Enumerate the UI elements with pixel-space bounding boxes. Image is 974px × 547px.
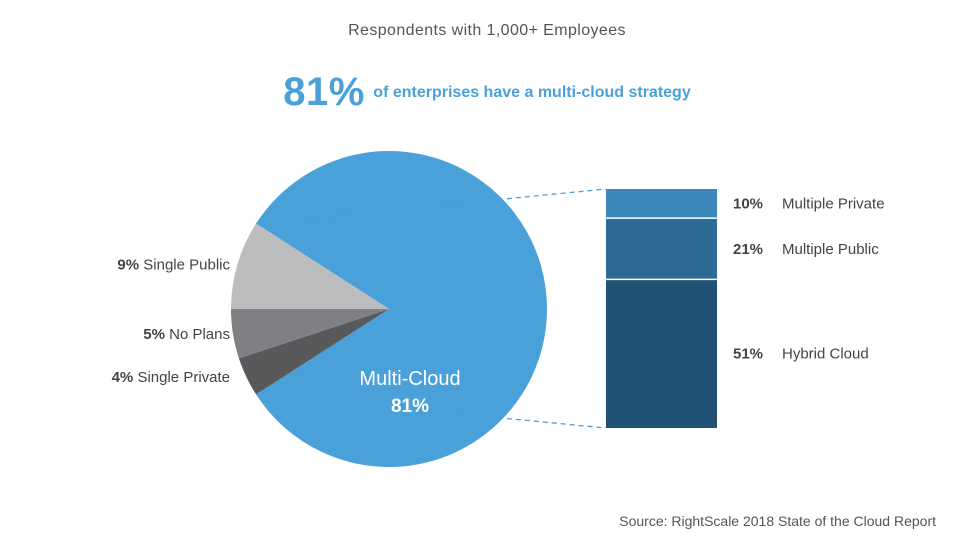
connector-line-top — [256, 188, 607, 225]
pie-slice-single-public — [231, 223, 389, 309]
bar-segment-multiple-private — [606, 189, 717, 219]
chart-subtitle: Respondents with 1,000+ Employees — [348, 22, 626, 39]
bar-segment-multiple-public — [606, 218, 717, 280]
pie-label-multi-cloud-value: 81% — [391, 396, 429, 417]
headline: 81% of enterprises have a multi-cloud st… — [0, 70, 974, 115]
pie-slice-multi-cloud — [256, 150, 547, 467]
connector-line-bottom — [256, 393, 607, 429]
pie-label-multi-cloud-name: Multi-Cloud — [359, 368, 460, 390]
bar-label-multiple-private: 10% Multiple Private — [733, 196, 885, 213]
pie-slice-no-plans — [231, 309, 389, 359]
headline-value: 81% — [283, 70, 365, 114]
pie-label-no-plans: 5% No Plans — [143, 326, 230, 343]
pie-label-single-public: 9% Single Public — [117, 256, 230, 273]
pie-slice-single-private — [238, 309, 389, 395]
bar-segment-hybrid-cloud — [606, 279, 717, 428]
bar-label-multiple-public: 21% Multiple Public — [733, 241, 879, 258]
source-note: Source: RightScale 2018 State of the Clo… — [619, 513, 936, 529]
headline-text: of enterprises have a multi-cloud strate… — [373, 83, 691, 101]
pie-label-single-private: 4% Single Private — [112, 369, 230, 386]
bar-label-hybrid-cloud: 51% Hybrid Cloud — [733, 346, 869, 363]
